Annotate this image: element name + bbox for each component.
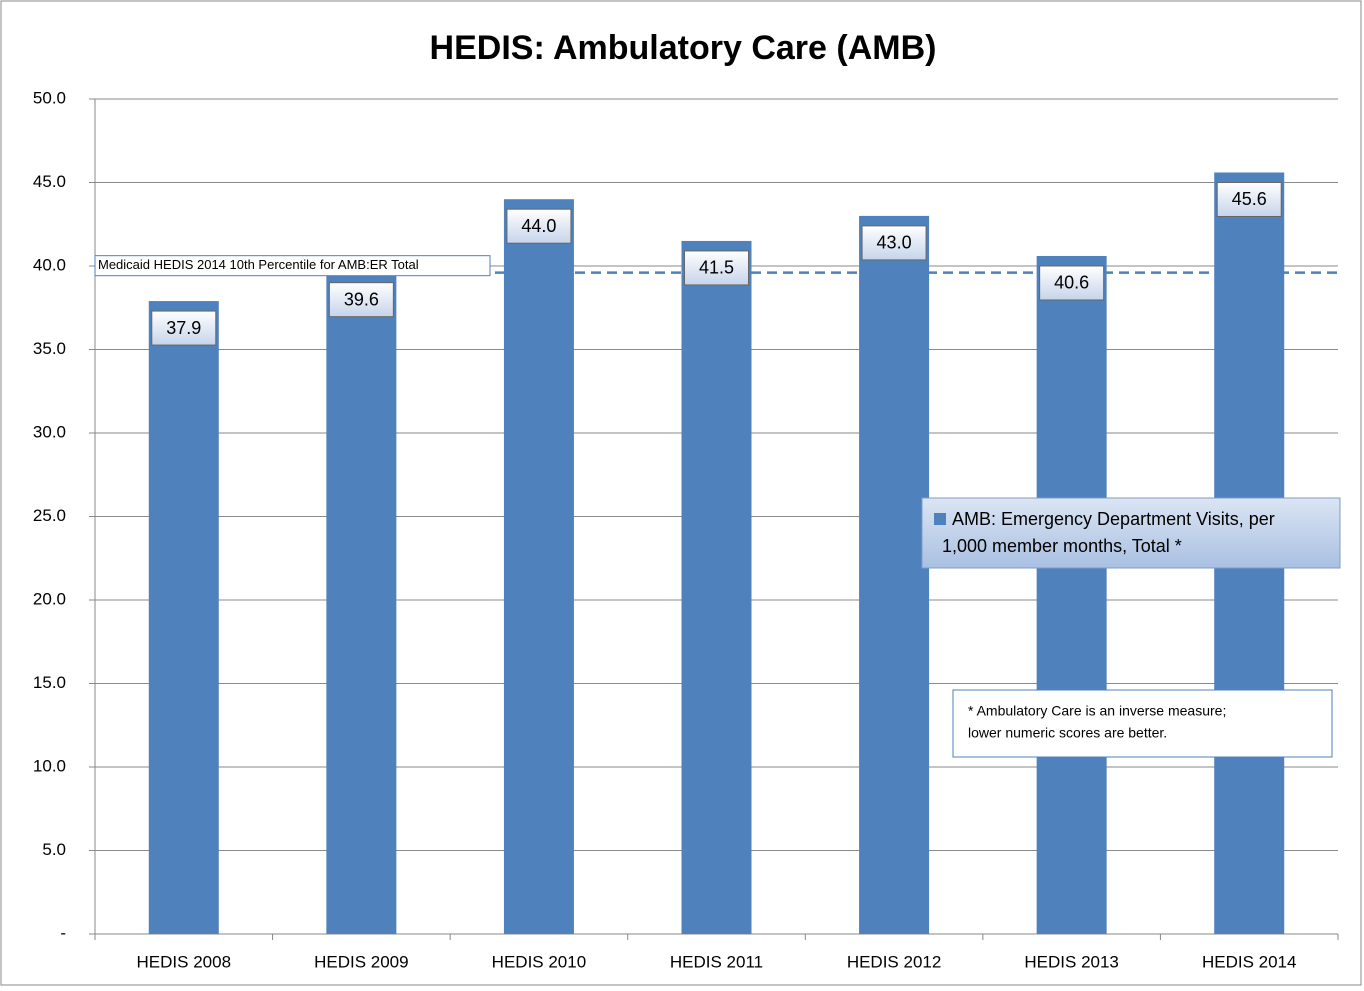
y-tick-label: 35.0	[33, 339, 66, 358]
y-tick-label: 25.0	[33, 506, 66, 525]
y-tick-label: 40.0	[33, 255, 66, 274]
data-label: 39.6	[344, 289, 379, 309]
legend-label: AMB: Emergency Department Visits, per 1,0…	[942, 509, 1275, 556]
bar	[681, 240, 752, 934]
y-tick-label: 20.0	[33, 589, 66, 608]
y-tick-label: 45.0	[33, 172, 66, 191]
legend-swatch	[934, 513, 946, 525]
x-tick-label: HEDIS 2009	[314, 952, 409, 971]
reference-label-box	[94, 255, 491, 277]
legend-label-line: 1,000 member months, Total *	[942, 536, 1182, 556]
data-label-box	[861, 225, 927, 261]
note-text: lower numeric scores are better.	[968, 725, 1167, 741]
data-label-box	[1216, 181, 1282, 217]
data-label-box	[506, 208, 572, 244]
y-tick-label: 5.0	[42, 840, 66, 859]
x-tick-label: HEDIS 2014	[1202, 952, 1297, 971]
data-label: 43.0	[877, 233, 912, 253]
y-tick-label: 15.0	[33, 673, 66, 692]
note-box	[952, 689, 1333, 758]
bar	[859, 215, 930, 934]
data-label-box	[1039, 265, 1105, 301]
data-label: 45.6	[1232, 189, 1267, 209]
data-label-box	[151, 310, 217, 346]
x-tick-label: HEDIS 2010	[492, 952, 587, 971]
y-tick-label: 30.0	[33, 422, 66, 441]
bar	[326, 272, 397, 934]
legend-label-line: AMB: Emergency Department Visits, per	[952, 509, 1275, 529]
data-label: 44.0	[521, 216, 556, 236]
data-label: 40.6	[1054, 273, 1089, 293]
data-label-box	[328, 282, 394, 318]
x-tick-label: HEDIS 2011	[670, 952, 763, 971]
x-tick-label: HEDIS 2008	[137, 952, 232, 971]
bar	[1036, 255, 1107, 935]
bar	[503, 199, 574, 934]
note-text: * Ambulatory Care is an inverse measure;	[968, 703, 1226, 719]
data-label-box	[684, 250, 749, 286]
reference-label: Medicaid HEDIS 2014 10th Percentile for …	[98, 257, 419, 272]
bar	[148, 301, 219, 934]
chart-title: HEDIS: Ambulatory Care (AMB)	[430, 29, 937, 67]
data-label: 41.5	[699, 258, 734, 278]
y-tick-label: 50.0	[33, 88, 66, 107]
x-tick-label: HEDIS 2013	[1024, 952, 1119, 971]
x-tick-label: HEDIS 2012	[847, 952, 942, 971]
data-label: 37.9	[166, 318, 201, 338]
y-tick-label: -	[60, 923, 66, 942]
legend-box	[921, 497, 1341, 569]
y-tick-label: 10.0	[33, 756, 66, 775]
